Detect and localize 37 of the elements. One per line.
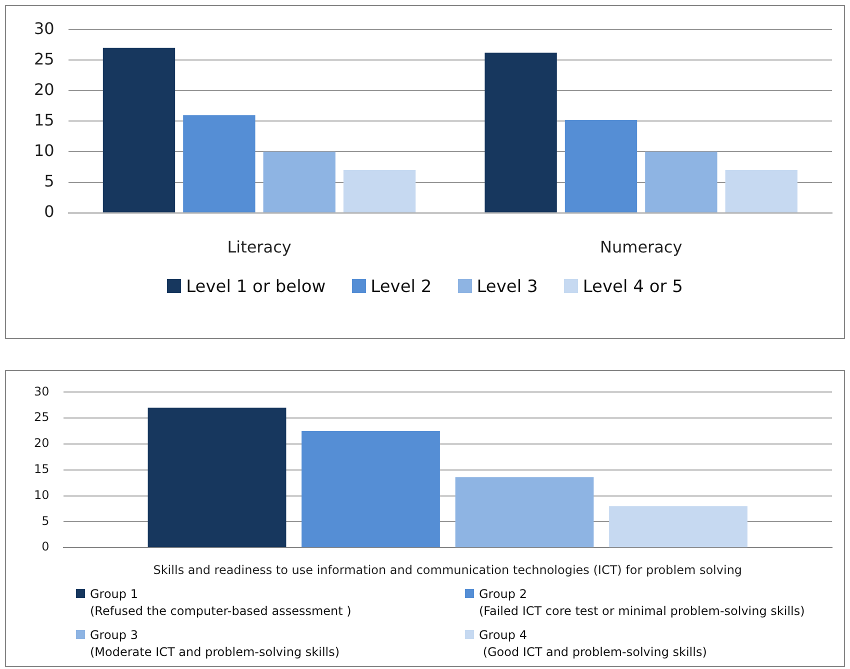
bar bbox=[302, 431, 440, 548]
legend-label: Level 1 or below bbox=[186, 276, 326, 299]
x-tick-label: Numeracy bbox=[600, 238, 682, 257]
bar bbox=[725, 170, 798, 212]
y-tick-label: 10 bbox=[34, 140, 54, 160]
y-tick-label: 20 bbox=[34, 436, 50, 450]
bar bbox=[455, 477, 594, 548]
y-tick-label: 30 bbox=[34, 18, 54, 38]
bar bbox=[609, 506, 748, 548]
bar bbox=[263, 152, 336, 212]
y-tick-label: 15 bbox=[34, 110, 54, 130]
bar bbox=[645, 152, 718, 212]
y-tick-label: 5 bbox=[42, 514, 50, 528]
x-tick-label: Literacy bbox=[227, 238, 292, 257]
y-tick-label: 5 bbox=[44, 171, 54, 190]
y-tick-label: 25 bbox=[34, 49, 54, 68]
bar bbox=[102, 48, 176, 212]
y-tick-label: 10 bbox=[34, 488, 50, 502]
legend-label: Group 4 (Good ICT and problem-solving skills) bbox=[479, 627, 707, 661]
y-tick-label: 0 bbox=[42, 540, 50, 554]
x-tick-label: Skills and readiness to use information and communication technologies (ICT) for problem solving bbox=[153, 562, 742, 577]
legend-label: Level 2 bbox=[370, 276, 432, 299]
y-tick-label: 20 bbox=[34, 80, 54, 99]
legend-label: Group 1 (Refused the computer-based assessment ) bbox=[90, 586, 352, 620]
bar bbox=[183, 115, 256, 212]
y-tick-label: 25 bbox=[34, 410, 50, 424]
bar bbox=[343, 170, 416, 212]
y-tick-label: 0 bbox=[44, 202, 54, 221]
bar bbox=[484, 52, 557, 212]
bar bbox=[148, 408, 286, 548]
legend-label: Level 3 bbox=[476, 276, 538, 299]
legend-label: Level 4 or 5 bbox=[582, 276, 683, 299]
bar bbox=[564, 120, 638, 212]
legend-label: Group 2 (Failed ICT core test or minimal problem-solving skills) bbox=[479, 586, 805, 620]
y-tick-label: 15 bbox=[34, 462, 50, 476]
y-tick-label: 30 bbox=[34, 384, 50, 398]
legend-label: Group 3 (Moderate ICT and problem-solving skills) bbox=[90, 627, 340, 661]
